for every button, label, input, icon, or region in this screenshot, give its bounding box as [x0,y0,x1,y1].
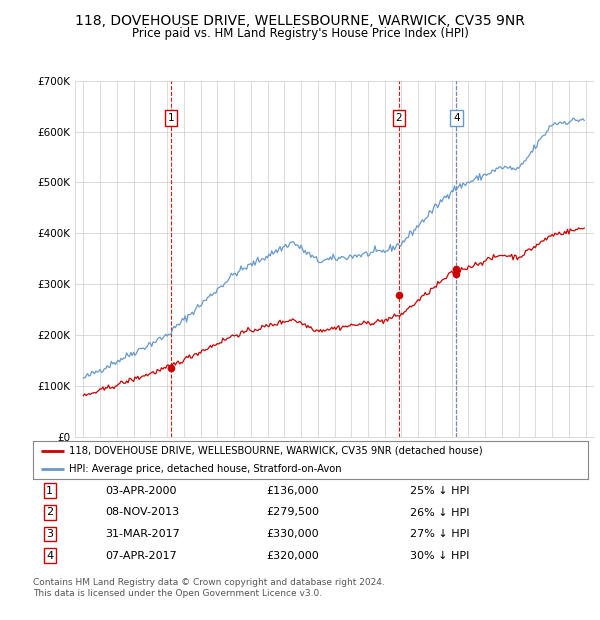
Text: £330,000: £330,000 [266,529,319,539]
Text: 118, DOVEHOUSE DRIVE, WELLESBOURNE, WARWICK, CV35 9NR: 118, DOVEHOUSE DRIVE, WELLESBOURNE, WARW… [75,14,525,28]
Text: 1: 1 [46,486,53,496]
Text: £136,000: £136,000 [266,486,319,496]
Text: 4: 4 [453,113,460,123]
Text: 2: 2 [395,113,402,123]
Text: 26% ↓ HPI: 26% ↓ HPI [410,508,470,518]
Text: This data is licensed under the Open Government Licence v3.0.: This data is licensed under the Open Gov… [33,589,322,598]
Text: 03-APR-2000: 03-APR-2000 [105,486,176,496]
Text: 27% ↓ HPI: 27% ↓ HPI [410,529,470,539]
Text: 25% ↓ HPI: 25% ↓ HPI [410,486,470,496]
Text: 1: 1 [168,113,175,123]
Text: Price paid vs. HM Land Registry's House Price Index (HPI): Price paid vs. HM Land Registry's House … [131,27,469,40]
Text: 07-APR-2017: 07-APR-2017 [105,551,177,560]
Text: £279,500: £279,500 [266,508,319,518]
Text: 30% ↓ HPI: 30% ↓ HPI [410,551,470,560]
Text: 3: 3 [46,529,53,539]
Text: 4: 4 [46,551,53,560]
Text: £320,000: £320,000 [266,551,319,560]
Text: HPI: Average price, detached house, Stratford-on-Avon: HPI: Average price, detached house, Stra… [69,464,342,474]
Text: 2: 2 [46,508,53,518]
Text: 08-NOV-2013: 08-NOV-2013 [105,508,179,518]
Text: 31-MAR-2017: 31-MAR-2017 [105,529,180,539]
Text: 118, DOVEHOUSE DRIVE, WELLESBOURNE, WARWICK, CV35 9NR (detached house): 118, DOVEHOUSE DRIVE, WELLESBOURNE, WARW… [69,446,482,456]
Text: Contains HM Land Registry data © Crown copyright and database right 2024.: Contains HM Land Registry data © Crown c… [33,578,385,587]
